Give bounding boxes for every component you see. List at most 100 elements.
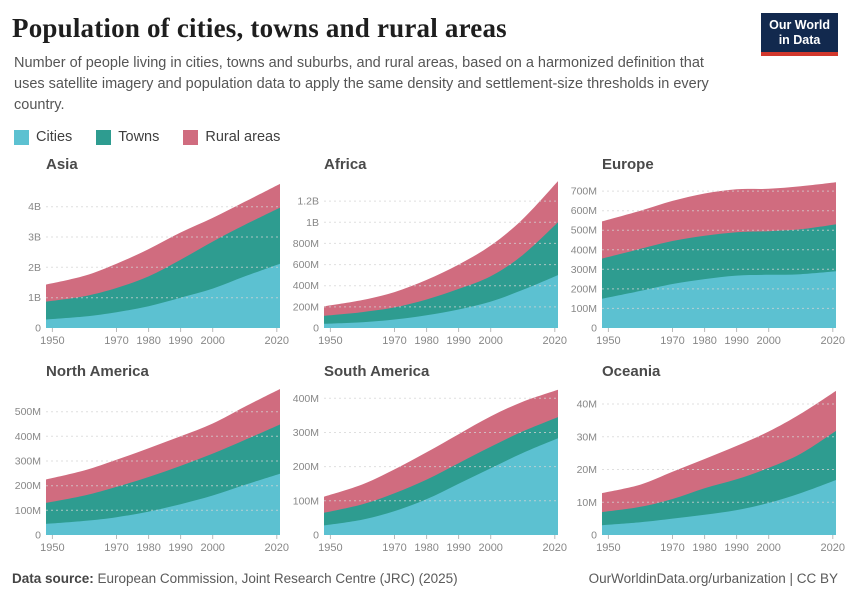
legend-item-towns: Towns	[96, 129, 159, 145]
legend-item-cities: Cities	[14, 129, 72, 145]
chart-title-europe: Europe	[602, 156, 654, 173]
svg-text:400M: 400M	[293, 280, 319, 292]
svg-text:1980: 1980	[692, 335, 716, 347]
svg-text:1980: 1980	[136, 542, 160, 554]
data-source-text: Data source: European Commission, Joint …	[12, 571, 458, 586]
asia-stacked-area-chart: 0 1B 2B 3B 4B 1950 1970 1980 1990 2000 2020	[28, 183, 289, 347]
south-america-stacked-area-chart: 0 100M 200M 300M 400M 1950 1970 1980 1990 2000 202…	[293, 389, 567, 554]
svg-text:400M: 400M	[15, 431, 41, 443]
europe-stacked-area-chart: 0 100M 200M 300M 400M 500M 600M 700M 1950 1970 198…	[571, 182, 845, 347]
africa-stacked-area-chart: 0 200M 400M 600M 800M 1B 1.2B 1950 1970 1980 1990 2…	[293, 181, 567, 347]
header: Population of cities, towns and rural ar…	[12, 12, 838, 116]
svg-text:600M: 600M	[571, 205, 597, 217]
svg-text:0: 0	[35, 323, 41, 335]
svg-text:1990: 1990	[724, 335, 748, 347]
svg-text:0: 0	[35, 530, 41, 542]
svg-text:1980: 1980	[136, 335, 160, 347]
svg-text:300M: 300M	[571, 264, 597, 276]
svg-text:1970: 1970	[660, 335, 684, 347]
svg-text:1980: 1980	[414, 335, 438, 347]
svg-text:200M: 200M	[293, 461, 319, 473]
footer: Data source: European Commission, Joint …	[12, 571, 838, 588]
svg-text:2000: 2000	[200, 335, 224, 347]
svg-text:2020: 2020	[265, 335, 289, 347]
svg-text:1950: 1950	[318, 542, 342, 554]
svg-text:100M: 100M	[571, 303, 597, 315]
svg-text:30M: 30M	[577, 431, 597, 443]
svg-text:1970: 1970	[382, 542, 406, 554]
svg-text:800M: 800M	[293, 238, 319, 250]
svg-text:200M: 200M	[293, 301, 319, 313]
oceania-stacked-area-chart: 0 10M 20M 30M 40M 1950 1970 1980 1990 2000 2020	[577, 390, 845, 554]
legend-label-rural: Rural areas	[205, 129, 281, 145]
svg-text:0: 0	[313, 323, 319, 335]
svg-text:1970: 1970	[382, 335, 406, 347]
svg-text:0: 0	[313, 530, 319, 542]
svg-text:400M: 400M	[293, 393, 319, 405]
svg-text:500M: 500M	[571, 225, 597, 237]
charts-grid: Asia 0 1B 2B 3B 4B 1950 1970 1980 1990 2000 2020 A…	[12, 155, 845, 557]
svg-text:1950: 1950	[318, 335, 342, 347]
towns-swatch	[96, 129, 112, 145]
svg-text:2000: 2000	[200, 542, 224, 554]
chart-title-africa: Africa	[324, 156, 367, 173]
svg-text:1990: 1990	[446, 542, 470, 554]
svg-text:500M: 500M	[15, 406, 41, 418]
legend: Cities Towns Rural areas	[14, 129, 838, 145]
chart-panel-north-america: North America 0 100M 200M 300M 400M 500M 1950 1…	[12, 362, 289, 557]
svg-text:2000: 2000	[756, 335, 780, 347]
svg-text:1950: 1950	[596, 542, 620, 554]
svg-text:1B: 1B	[28, 292, 41, 304]
svg-text:0: 0	[591, 323, 597, 335]
svg-text:2000: 2000	[478, 335, 502, 347]
svg-text:20M: 20M	[577, 464, 597, 476]
north-america-stacked-area-chart: 0 100M 200M 300M 400M 500M 1950 1970 1980 1990 200…	[15, 389, 289, 554]
svg-text:2000: 2000	[478, 542, 502, 554]
owid-logo-line2: in Data	[778, 33, 821, 47]
svg-text:4B: 4B	[28, 201, 41, 213]
svg-text:2020: 2020	[543, 542, 567, 554]
svg-text:1B: 1B	[306, 217, 319, 229]
legend-label-cities: Cities	[36, 129, 73, 145]
chart-panel-europe: Europe 0 100M 200M 300M 400M 500M 600M 700M 1950…	[568, 155, 845, 350]
svg-text:10M: 10M	[577, 497, 597, 509]
svg-text:300M: 300M	[293, 427, 319, 439]
owid-logo-line1: Our World	[769, 18, 830, 32]
svg-text:1950: 1950	[596, 335, 620, 347]
data-source-label: Data source:	[12, 571, 94, 586]
legend-item-rural: Rural areas	[183, 129, 280, 145]
svg-text:2020: 2020	[543, 335, 567, 347]
chart-title-north-america: North America	[46, 363, 149, 380]
svg-text:2020: 2020	[821, 335, 845, 347]
svg-text:1990: 1990	[168, 542, 192, 554]
citation-link[interactable]: OurWorldinData.org/urbanization | CC BY	[588, 571, 838, 586]
svg-text:2020: 2020	[821, 542, 845, 554]
chart-title-oceania: Oceania	[602, 363, 661, 380]
svg-text:200M: 200M	[15, 480, 41, 492]
svg-text:2000: 2000	[756, 542, 780, 554]
svg-text:3B: 3B	[28, 232, 41, 244]
svg-text:2020: 2020	[265, 542, 289, 554]
svg-text:1990: 1990	[724, 542, 748, 554]
svg-text:600M: 600M	[293, 259, 319, 271]
page-title: Population of cities, towns and rural ar…	[12, 13, 507, 43]
owid-logo: Our World in Data	[761, 13, 838, 56]
svg-text:700M: 700M	[571, 186, 597, 198]
svg-text:0: 0	[591, 530, 597, 542]
svg-text:1970: 1970	[104, 335, 128, 347]
legend-label-towns: Towns	[118, 129, 160, 145]
chart-title-asia: Asia	[46, 156, 78, 173]
subtitle: Number of people living in cities, towns…	[14, 55, 709, 113]
cities-swatch	[14, 129, 29, 145]
svg-text:300M: 300M	[15, 456, 41, 468]
svg-text:100M: 100M	[293, 495, 319, 507]
svg-text:200M: 200M	[571, 283, 597, 295]
svg-text:1970: 1970	[104, 542, 128, 554]
svg-text:400M: 400M	[571, 244, 597, 256]
svg-text:1950: 1950	[40, 542, 64, 554]
svg-text:1980: 1980	[692, 542, 716, 554]
svg-text:1.2B: 1.2B	[297, 196, 319, 208]
svg-text:2B: 2B	[28, 262, 41, 274]
chart-title-south-america: South America	[324, 363, 430, 380]
